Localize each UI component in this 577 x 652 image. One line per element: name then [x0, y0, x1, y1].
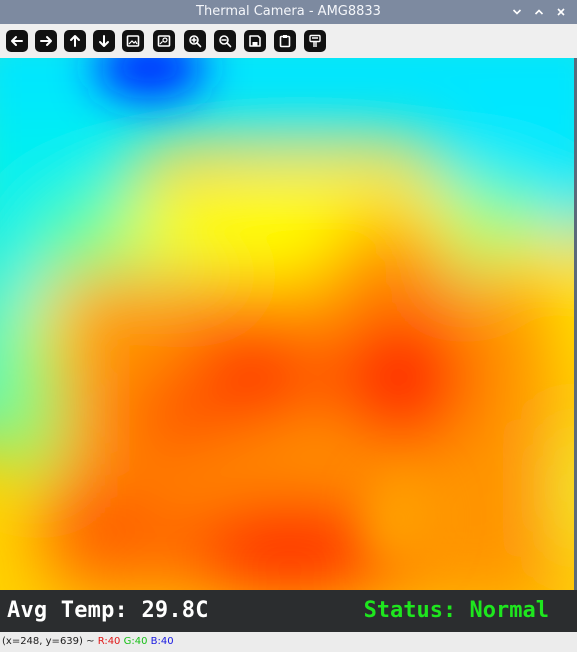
pan-up-button[interactable]	[64, 30, 86, 52]
maximize-button[interactable]	[530, 0, 548, 24]
pixel-readout: (x=248, y=639) ~ R:40 G:40 B:40	[0, 632, 577, 652]
status-label: Status: Normal	[363, 598, 549, 623]
pan-down-button[interactable]	[93, 30, 115, 52]
cursor-coords: (x=248, y=639) ~	[2, 636, 95, 647]
window-titlebar[interactable]: Thermal Camera - AMG8833	[0, 0, 577, 24]
toolbar	[0, 24, 577, 58]
window-title: Thermal Camera - AMG8833	[196, 4, 381, 19]
zoom-out-icon	[219, 35, 232, 48]
arrow-down-icon	[99, 35, 109, 47]
copy-button[interactable]	[274, 30, 296, 52]
arrow-right-icon	[40, 36, 52, 46]
minimize-button[interactable]	[508, 0, 526, 24]
zoom-in-icon	[189, 35, 202, 48]
zoom-original-button[interactable]	[153, 30, 175, 52]
thermal-image[interactable]	[0, 58, 577, 590]
overlay-status-strip: Avg Temp: 29.8C Status: Normal	[0, 590, 577, 632]
zoom-in-button[interactable]	[184, 30, 206, 52]
properties-button[interactable]	[304, 30, 326, 52]
image-zoom-icon	[157, 35, 171, 47]
clipboard-icon	[279, 35, 291, 48]
thermal-heatmap	[0, 58, 577, 590]
close-icon	[557, 8, 565, 16]
green-value: G:40	[123, 636, 148, 647]
chevron-up-icon	[534, 9, 544, 15]
avg-temp-label: Avg Temp: 29.8C	[7, 598, 209, 623]
window-edge	[574, 58, 577, 590]
pan-right-button[interactable]	[35, 30, 57, 52]
close-button[interactable]	[552, 0, 570, 24]
zoom-fit-button[interactable]	[122, 30, 144, 52]
pan-left-button[interactable]	[6, 30, 28, 52]
chevron-down-icon	[512, 9, 522, 15]
red-value: R:40	[97, 636, 121, 647]
image-icon	[126, 35, 140, 47]
arrow-up-icon	[70, 35, 80, 47]
save-icon	[249, 35, 261, 47]
save-button[interactable]	[244, 30, 266, 52]
arrow-left-icon	[11, 36, 23, 46]
properties-icon	[309, 34, 321, 47]
blue-value: B:40	[150, 636, 174, 647]
zoom-out-button[interactable]	[214, 30, 236, 52]
